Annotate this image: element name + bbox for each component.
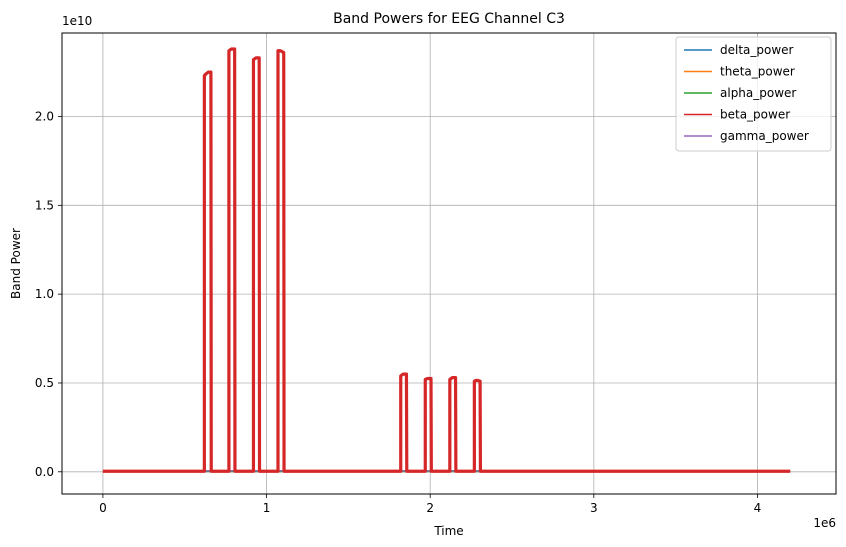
x-axis-label: Time xyxy=(433,524,463,538)
x-tick-label: 0 xyxy=(99,501,107,515)
x-tick-label: 2 xyxy=(426,501,434,515)
x-ticks: 0 1 2 3 4 xyxy=(99,494,761,515)
legend-label: delta_power xyxy=(720,43,794,57)
y-tick-label: 2.0 xyxy=(35,109,54,123)
y-tick-label: 0.5 xyxy=(35,376,54,390)
y-axis-offset-label: 1e10 xyxy=(62,14,92,28)
legend-label: gamma_power xyxy=(720,129,809,143)
x-axis-offset-label: 1e6 xyxy=(813,516,836,530)
y-ticks: 0.0 0.5 1.0 1.5 2.0 xyxy=(35,109,62,479)
y-tick-label: 0.0 xyxy=(35,465,54,479)
y-tick-label: 1.5 xyxy=(35,198,54,212)
x-tick-label: 4 xyxy=(754,501,762,515)
series-lines xyxy=(102,47,791,473)
legend-label: beta_power xyxy=(720,108,790,122)
axes-frame xyxy=(61,32,837,495)
legend: delta_power theta_power alpha_power beta_po… xyxy=(675,36,832,152)
y-axis-label: Band Power xyxy=(9,228,23,299)
legend-box xyxy=(675,36,832,152)
y-tick-label: 1.0 xyxy=(35,287,54,301)
legend-label: alpha_power xyxy=(720,86,796,100)
series-line-beta-power xyxy=(102,47,791,473)
x-tick-label: 1 xyxy=(263,501,271,515)
chart-title: Band Powers for EEG Channel C3 xyxy=(333,11,565,27)
x-tick-label: 3 xyxy=(590,501,598,515)
legend-label: theta_power xyxy=(720,65,795,79)
